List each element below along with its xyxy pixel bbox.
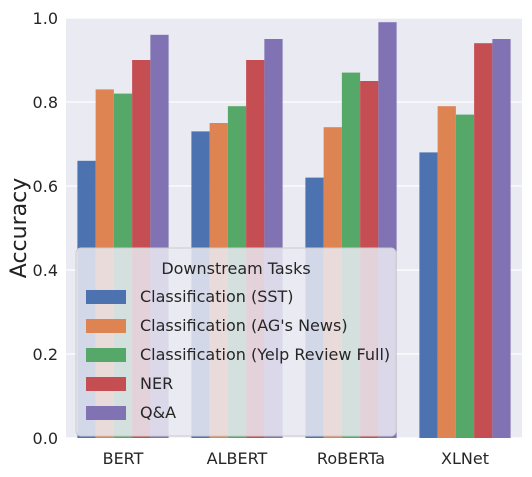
x-tick-label: RoBERTa <box>317 449 385 468</box>
legend-swatch <box>86 348 126 362</box>
bar <box>474 43 493 438</box>
x-tick-labels: BERT ALBERT RoBERTa XLNet <box>103 449 489 468</box>
legend-swatch <box>86 290 126 304</box>
y-tick-label: 0.0 <box>33 429 58 448</box>
legend-swatch <box>86 406 126 420</box>
legend-label: Classification (AG's News) <box>140 316 348 335</box>
bar <box>419 152 438 438</box>
legend-box <box>75 247 397 437</box>
y-tick-label: 0.2 <box>33 345 58 364</box>
bar <box>437 106 456 438</box>
bar <box>492 39 511 438</box>
legend-title: Downstream Tasks <box>161 259 310 278</box>
legend-label: Classification (Yelp Review Full) <box>140 345 390 364</box>
x-tick-label: BERT <box>103 449 144 468</box>
y-tick-label: 0.6 <box>33 177 58 196</box>
y-axis-label: Accuracy <box>7 178 32 278</box>
legend-label: Q&A <box>140 403 176 422</box>
legend-label: NER <box>140 374 173 393</box>
legend-label: Classification (SST) <box>140 287 294 306</box>
y-tick-label: 1.0 <box>33 9 58 28</box>
bar <box>455 114 475 438</box>
y-tick-labels: 0.0 0.2 0.4 0.6 0.8 1.0 <box>33 9 58 448</box>
x-tick-label: XLNet <box>441 449 489 468</box>
legend-swatch <box>86 377 126 391</box>
y-tick-label: 0.8 <box>33 93 58 112</box>
legend-entries: Classification (SST) Classification (AG's… <box>86 287 390 422</box>
legend: Downstream Tasks Classification (SST)Cla… <box>75 247 397 437</box>
x-tick-label: ALBERT <box>207 449 268 468</box>
legend-swatch <box>86 319 126 333</box>
y-tick-label: 0.4 <box>33 261 58 280</box>
